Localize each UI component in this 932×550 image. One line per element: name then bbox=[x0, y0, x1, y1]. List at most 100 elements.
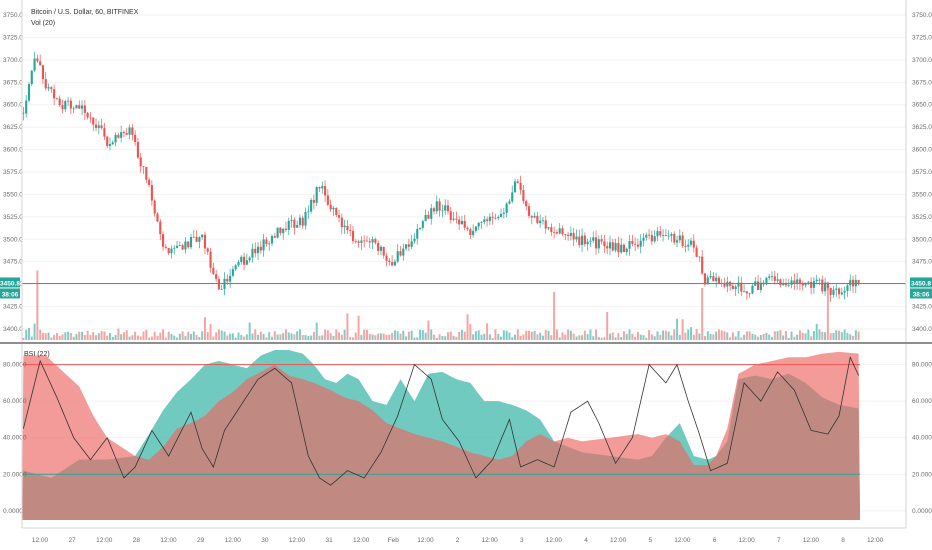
volume-bar bbox=[332, 335, 335, 340]
candle-body bbox=[321, 186, 324, 189]
volume-bar bbox=[134, 331, 137, 340]
volume-bar bbox=[284, 329, 287, 340]
candle-body bbox=[547, 227, 550, 229]
candle-body bbox=[723, 283, 726, 287]
candle-body bbox=[438, 201, 441, 211]
volume-bar bbox=[460, 329, 463, 340]
candle-body bbox=[837, 288, 841, 295]
volume-bar bbox=[731, 332, 734, 340]
candle-body bbox=[371, 239, 374, 243]
volume-bar bbox=[609, 333, 611, 340]
volume-bar bbox=[838, 330, 841, 340]
time-axis[interactable]: 12:00 27 12:00 28 12:00 29 12:00 30 12:00 31 12:00… bbox=[22, 527, 906, 544]
candle-body bbox=[726, 281, 729, 287]
volume-bar bbox=[628, 329, 631, 340]
price-tag-left-value: 3450.8 bbox=[0, 280, 20, 287]
bsi-label: BSI (22) bbox=[24, 351, 50, 358]
candle-body bbox=[748, 293, 751, 295]
candle-body bbox=[159, 221, 162, 235]
candle-body bbox=[715, 277, 718, 282]
volume-bar bbox=[318, 335, 321, 340]
candle-body bbox=[829, 287, 832, 295]
volume-bar bbox=[382, 333, 385, 340]
candle-body bbox=[743, 291, 746, 293]
candle-body bbox=[620, 244, 623, 253]
volume-bar bbox=[597, 337, 600, 340]
volume-bar bbox=[223, 331, 226, 340]
volume-bar bbox=[365, 329, 368, 340]
candle-body bbox=[69, 100, 72, 109]
volume-bar bbox=[818, 329, 821, 340]
volume-bar bbox=[391, 332, 394, 340]
candle-body bbox=[360, 240, 363, 243]
volume-bar bbox=[265, 337, 268, 340]
candle-body bbox=[648, 234, 651, 236]
candle-body bbox=[187, 241, 190, 248]
candle-body bbox=[589, 240, 592, 242]
volume-bar bbox=[511, 337, 514, 340]
candle-body bbox=[201, 234, 204, 238]
bsi-pane[interactable]: 80.0000 60.0000 40.0000 20.0000 0.0000 80.00… bbox=[3, 344, 932, 528]
time-tick: 12:00 bbox=[867, 537, 884, 544]
volume-bar bbox=[39, 329, 42, 340]
volume-bar bbox=[821, 331, 824, 340]
volume-bar bbox=[826, 284, 829, 340]
volume-bar bbox=[153, 331, 156, 340]
volume-bar bbox=[125, 330, 128, 340]
volume-bar bbox=[712, 334, 715, 340]
bsi-tick-left: 80.0000 bbox=[3, 362, 27, 369]
candle-body bbox=[145, 166, 148, 180]
bsi-axis-right[interactable]: 80.0000 60.0000 40.0000 20.0000 0.0000 bbox=[905, 344, 932, 528]
volume-bar bbox=[553, 292, 556, 340]
volume-bar bbox=[243, 336, 246, 340]
price-axis-right[interactable]: 3750.0 3725.0 3700.0 3675.0 3650.0 3625.0 3600… bbox=[905, 0, 932, 342]
volume-bar bbox=[477, 330, 480, 340]
candle-body bbox=[413, 238, 416, 242]
time-tick: 2 bbox=[456, 537, 460, 544]
candle-body bbox=[122, 132, 126, 134]
volume-bar bbox=[53, 334, 56, 340]
volume-bar bbox=[843, 329, 846, 340]
volume-bar bbox=[829, 333, 832, 340]
volume-bar bbox=[324, 329, 327, 340]
candle-body bbox=[287, 220, 290, 230]
volume-bar bbox=[109, 333, 111, 340]
candle-body bbox=[662, 235, 665, 236]
volume-bar bbox=[271, 336, 273, 340]
volume-bar bbox=[114, 335, 117, 340]
volume-bar bbox=[67, 331, 70, 340]
candle-body bbox=[463, 221, 466, 228]
volume-bar bbox=[393, 330, 396, 340]
candle-body bbox=[150, 185, 153, 201]
candle-body bbox=[175, 245, 179, 248]
candle-body bbox=[712, 276, 715, 282]
candle-body bbox=[393, 261, 396, 266]
time-tick: 8 bbox=[841, 537, 845, 544]
volume-bar bbox=[117, 328, 120, 340]
candle-body bbox=[198, 237, 201, 242]
volume-bar bbox=[273, 331, 276, 340]
volume-bar bbox=[773, 331, 776, 340]
volume-bar bbox=[480, 334, 483, 340]
volume-bar bbox=[209, 323, 212, 340]
volume-bar bbox=[662, 330, 665, 340]
candle-body bbox=[39, 61, 42, 66]
price-tick-right: 3425.0 bbox=[912, 304, 932, 311]
volume-bar bbox=[558, 337, 561, 340]
volume-bar bbox=[231, 333, 234, 340]
candle-body bbox=[583, 235, 586, 245]
volume-bar bbox=[692, 334, 695, 340]
candle-body bbox=[192, 236, 195, 238]
candle-body bbox=[846, 285, 849, 291]
candle-body bbox=[776, 279, 779, 281]
candle-body bbox=[611, 242, 614, 251]
volume-bar bbox=[701, 287, 704, 340]
candle-body bbox=[818, 279, 821, 281]
time-tick: 7 bbox=[777, 537, 781, 544]
volume-bar bbox=[25, 329, 28, 340]
candle-body bbox=[536, 215, 539, 224]
price-pane[interactable]: 3750.0 3725.0 3700.0 3675.0 3650.0 3625.0 3600… bbox=[0, 0, 932, 342]
candle-body bbox=[731, 285, 734, 289]
volume-bar bbox=[483, 333, 486, 340]
